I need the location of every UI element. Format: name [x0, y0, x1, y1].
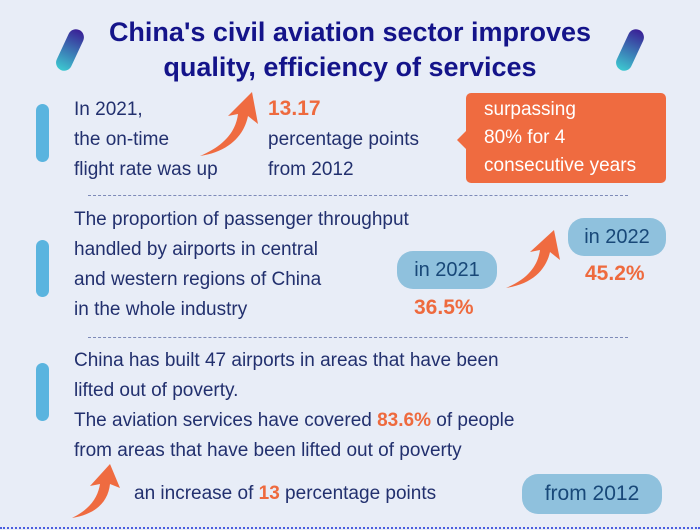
divider [88, 195, 628, 196]
from-2012-pill: from 2012 [522, 474, 662, 514]
section-marker [36, 363, 49, 421]
section-marker [36, 240, 49, 297]
up-arrow-icon [506, 230, 560, 288]
ontime-text: In 2021, the on-time flight rate was up [74, 99, 218, 180]
poverty-text: China has built 47 airports in areas tha… [74, 350, 515, 461]
up-arrow-icon [72, 464, 120, 518]
throughput-text: The proportion of passenger throughput ha… [74, 209, 409, 320]
year-2022-pill: in 2022 [568, 218, 666, 256]
page-title: China's civil aviation sector improves qu… [108, 17, 592, 82]
bottom-border [0, 527, 700, 529]
ontime-unit: percentage points from 2012 [268, 129, 420, 180]
divider [88, 337, 628, 338]
ontime-value: 13.17 [268, 97, 321, 120]
up-arrow-icon [200, 92, 258, 156]
value-2022: 45.2% [585, 262, 645, 285]
year-2021-pill: in 2021 [397, 251, 497, 289]
increase-text: an increase of 13 percentage points [134, 483, 437, 504]
surpassing-callout: surpassing 80% for 4 consecutive years [457, 93, 666, 183]
value-2021: 36.5% [414, 296, 474, 319]
section-marker [36, 104, 49, 162]
